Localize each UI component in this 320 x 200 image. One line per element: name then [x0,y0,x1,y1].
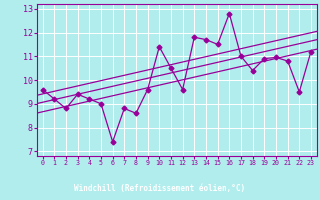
Text: Windchill (Refroidissement éolien,°C): Windchill (Refroidissement éolien,°C) [75,184,245,193]
